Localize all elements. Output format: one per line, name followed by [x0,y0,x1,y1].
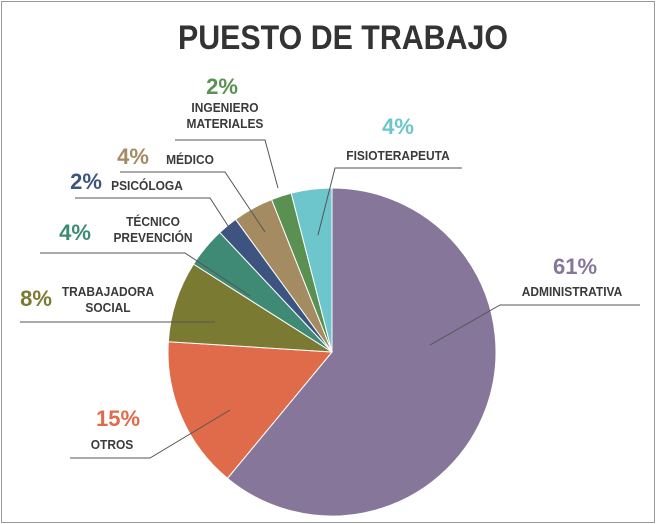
category-label: ADMINISTRATIVA [521,284,623,299]
leader-line [75,197,233,233]
chart-title: PUESTO DE TRABAJO [178,19,508,57]
category-label: INGENIERO MATERIALES [186,100,264,131]
pie-slice [226,187,497,517]
value-label: 61% [553,254,597,279]
value-label: 15% [96,406,140,431]
value-label: 4% [382,114,414,139]
category-label: MÉDICO [166,152,214,167]
leader-line [317,167,462,236]
category-label: TRABAJADORA SOCIAL [61,284,155,315]
value-label: 4% [59,220,91,245]
category-label: OTROS [90,437,134,452]
category-label: FISIOTERAPEUTA [346,148,450,163]
value-label: 2% [70,169,102,194]
leader-line [120,171,266,233]
pie-slice [167,341,334,480]
leader-line [429,304,640,346]
value-label: 8% [20,286,52,311]
value-label: 4% [117,144,149,169]
category-label: PSICÓLOGA [111,178,183,193]
value-label: 2% [206,74,238,99]
pie-slice [290,187,333,353]
leader-line [70,409,231,459]
leader-line [40,252,251,297]
leader-line [175,139,279,189]
category-label: TÉCNICO PREVENCIÓN [113,214,193,245]
